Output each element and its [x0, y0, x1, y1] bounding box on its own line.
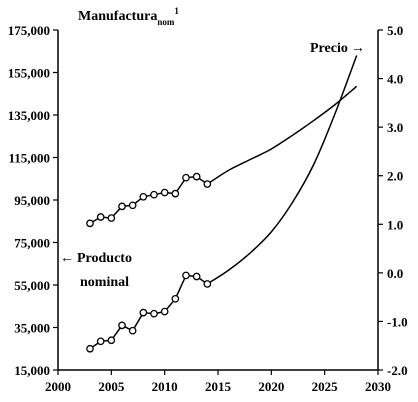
y-right-tick-label: -2.0	[387, 363, 408, 378]
series-2-point	[96, 337, 105, 346]
y-left-tick-label: 35,000	[14, 321, 50, 336]
series-2-point	[192, 272, 201, 281]
series-1-point	[96, 213, 105, 221]
series-1-point	[118, 202, 126, 211]
series-2-point	[86, 344, 94, 353]
series-1-point	[128, 201, 137, 210]
series-layer	[86, 55, 358, 353]
x-tick-label: 2020	[258, 379, 284, 394]
series-1-point	[203, 180, 212, 188]
series-2-point	[160, 307, 169, 316]
chart-title: Manufacturanom1	[78, 6, 179, 27]
price-label: Precio →	[310, 41, 365, 56]
axes	[57, 30, 379, 371]
series-2-point	[182, 271, 190, 280]
series-1-point	[150, 190, 158, 199]
x-tick-label: 2030	[365, 379, 391, 394]
product-label-line2: nominal	[80, 275, 129, 290]
series-2-point	[150, 309, 158, 318]
y-right-tick-label: 0.0	[387, 266, 403, 281]
product-label-line1: ← Producto	[60, 251, 132, 266]
y-left-tick-label: 55,000	[14, 278, 50, 293]
x-tick-label: 2015	[205, 379, 232, 394]
series-2-point	[107, 336, 116, 345]
series-1-point	[160, 188, 169, 197]
series-2-point	[139, 308, 148, 317]
series-1-line	[89, 175, 208, 225]
y-right-tick-label: 5.0	[387, 23, 403, 38]
series-2-point	[203, 280, 212, 288]
series-2-point	[118, 321, 126, 330]
x-tick-label: 2005	[98, 379, 125, 394]
y-right-tick-label: 2.0	[387, 169, 403, 184]
y-left-tick-label: 15,000	[14, 363, 50, 378]
y-left-tick-label: 95,000	[14, 193, 50, 208]
y-right-tick-label: 3.0	[387, 120, 403, 135]
series-1-point	[192, 172, 201, 181]
series-1-point	[182, 173, 190, 182]
series-1-point	[86, 219, 94, 228]
y-right-tick-label: 4.0	[387, 72, 403, 87]
y-left-tick-label: 175,000	[8, 23, 50, 38]
x-tick-label: 2000	[45, 379, 71, 394]
y-left-tick-label: 115,000	[8, 151, 50, 166]
y-left-tick-label: 155,000	[8, 66, 50, 81]
series-1-point	[107, 214, 116, 222]
series-2-point	[128, 326, 137, 335]
y-left-tick-label: 75,000	[14, 236, 50, 251]
series-2-point	[171, 294, 180, 303]
y-left-tick-label: 135,000	[8, 108, 50, 123]
series-1-point	[171, 189, 180, 198]
x-tick-label: 2025	[312, 379, 339, 394]
series-1-point	[139, 192, 148, 201]
ticks: 2000 2005 2010 2015 2020 2025 2030 175,000 155,0…	[8, 23, 408, 394]
series-1-projection-line	[206, 85, 358, 185]
y-right-tick-label: 1.0	[387, 217, 403, 232]
y-right-tick-label: -1.0	[387, 314, 408, 329]
x-tick-label: 2010	[152, 379, 178, 394]
series-2-projection-line	[206, 55, 358, 285]
